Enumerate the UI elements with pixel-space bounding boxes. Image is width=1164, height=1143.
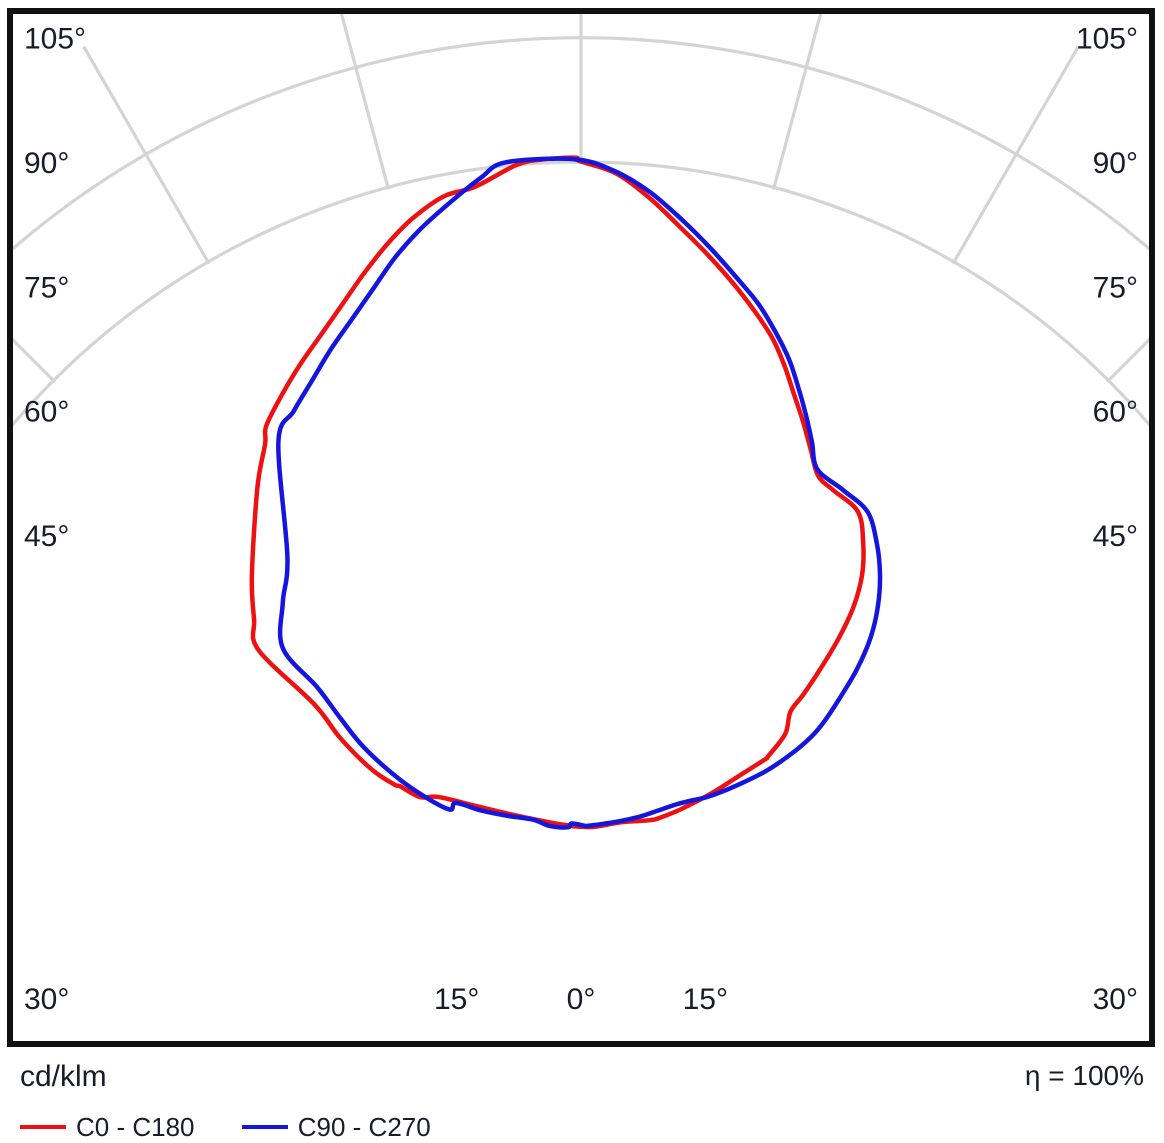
svg-text:30°: 30° [24,983,69,1016]
svg-text:0°: 0° [567,983,596,1016]
svg-text:15°: 15° [434,983,479,1016]
svg-text:45°: 45° [24,520,69,553]
svg-text:75°: 75° [1093,271,1138,304]
svg-text:105°: 105° [1076,23,1138,56]
svg-text:90°: 90° [1093,147,1138,180]
svg-text:90°: 90° [24,147,69,180]
svg-text:45°: 45° [1093,520,1138,553]
svg-text:105°: 105° [24,23,86,56]
svg-text:60°: 60° [1093,396,1138,429]
svg-text:60°: 60° [24,396,69,429]
svg-text:15°: 15° [683,983,728,1016]
svg-text:30°: 30° [1093,983,1138,1016]
svg-text:75°: 75° [24,271,69,304]
